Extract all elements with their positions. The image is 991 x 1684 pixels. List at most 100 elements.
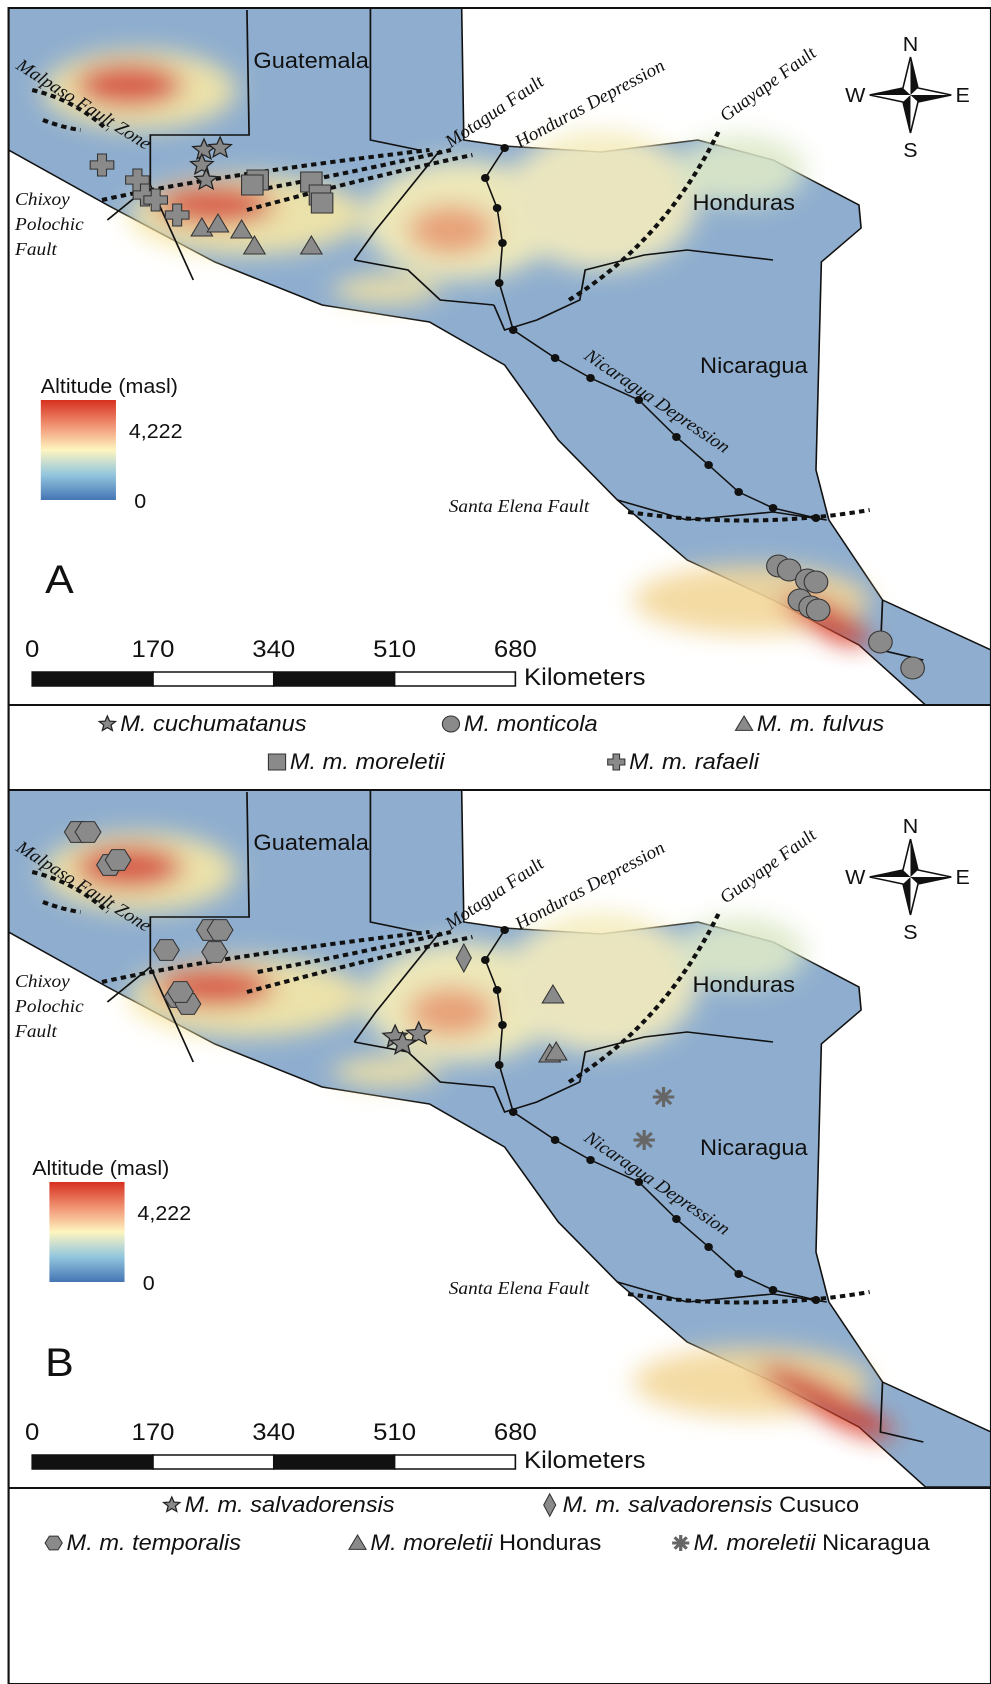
scale-segment <box>274 672 395 686</box>
scale-segment <box>32 1455 153 1469</box>
marker-circle <box>869 631 893 653</box>
altitude-min: 0 <box>134 491 146 513</box>
fault-label: Polochic <box>14 215 84 235</box>
altitude-ramp <box>49 1182 124 1282</box>
terrain-blob <box>505 912 698 1052</box>
scale-segment <box>274 1455 395 1469</box>
legend-species: M. moreletii <box>370 1530 493 1555</box>
depression-dot <box>734 1270 743 1278</box>
depression-dot <box>509 1108 518 1116</box>
fault-label: Santa Elena Fault <box>449 1279 590 1299</box>
marker-circle <box>806 599 830 621</box>
marker-square <box>268 754 285 770</box>
scale-label: 510 <box>373 636 416 663</box>
depression-dot <box>495 1061 504 1069</box>
panel-letter: A <box>45 556 74 601</box>
legend-entry: M. m. rafaeli <box>629 749 760 774</box>
scale-label: 0 <box>25 636 39 663</box>
compass-w: W <box>845 85 866 107</box>
depression-dot <box>500 144 509 152</box>
fault-label: Polochic <box>14 997 84 1017</box>
legend-suffix: Honduras <box>499 1530 601 1555</box>
country-label: Guatemala <box>253 48 369 73</box>
depression-dot <box>586 374 595 382</box>
marker-circle <box>901 657 925 679</box>
altitude-title: Altitude (masl) <box>41 376 178 398</box>
marker-hexagon <box>45 1536 62 1550</box>
panel-letter: B <box>45 1339 74 1384</box>
legend-entry: M. m. temporalis <box>67 1530 241 1555</box>
fault-label: Fault <box>14 1022 58 1042</box>
marker-circle <box>804 571 828 593</box>
depression-dot <box>509 326 518 334</box>
compass-n: N <box>903 816 919 838</box>
figure: GuatemalaHondurasNicaraguaMalpaso Fault … <box>0 0 991 1684</box>
altitude-max: 4,222 <box>137 1203 191 1225</box>
scale-unit: Kilometers <box>524 664 646 691</box>
terrain-blob <box>408 205 494 255</box>
scale-label: 170 <box>132 1419 175 1446</box>
depression-dot <box>812 1296 821 1304</box>
compass-e: E <box>956 85 970 107</box>
legend-frame <box>9 1488 991 1684</box>
scale-segment <box>395 1455 516 1469</box>
scale-label: 680 <box>494 1419 537 1446</box>
depression-dot <box>704 1243 713 1251</box>
depression-dot <box>769 504 778 512</box>
altitude-title: Altitude (masl) <box>32 1158 169 1180</box>
depression-dot <box>672 433 681 441</box>
legend-suffix: Cusuco <box>779 1492 859 1517</box>
compass-e: E <box>956 867 970 889</box>
scale-label: 680 <box>494 636 537 663</box>
depression-dot <box>734 488 743 496</box>
depression-dot <box>812 514 821 522</box>
scale-label: 510 <box>373 1419 416 1446</box>
legend-species: M. m. rafaeli <box>629 749 760 774</box>
legend-species: M. m. moreletii <box>290 749 446 774</box>
country-label: Honduras <box>693 972 795 997</box>
altitude-max: 4,222 <box>129 421 183 443</box>
scale-label: 340 <box>252 636 295 663</box>
country-label: Honduras <box>693 190 795 215</box>
legend-entry: M. monticola <box>464 711 598 736</box>
legend-suffix: Nicaragua <box>822 1530 930 1555</box>
depression-dot <box>498 1021 507 1029</box>
scale-unit: Kilometers <box>524 1447 646 1474</box>
legend-entry: M. moreletii Nicaragua <box>694 1530 930 1555</box>
legend-species: M. m. temporalis <box>67 1530 241 1555</box>
compass-s: S <box>903 922 917 944</box>
legend-entry: M. m. moreletii <box>290 749 446 774</box>
depression-dot <box>551 354 560 362</box>
scale-segment <box>32 672 153 686</box>
fault-label: Santa Elena Fault <box>449 497 590 517</box>
legend-entry: M. m. fulvus <box>757 711 884 736</box>
marker-square <box>311 193 332 213</box>
scale-label: 0 <box>25 1419 39 1446</box>
depression-dot <box>500 926 509 934</box>
scale-segment <box>153 1455 274 1469</box>
legend-species: M. moreletii <box>694 1530 817 1555</box>
terrain-blob <box>505 130 698 270</box>
depression-dot <box>493 986 502 994</box>
scale-label: 170 <box>132 636 175 663</box>
fault-label: Chixoy <box>15 190 70 210</box>
depression-dot <box>498 239 507 247</box>
legend-species: M. monticola <box>464 711 598 736</box>
map-panel: GuatemalaHondurasNicaraguaMalpaso Fault … <box>0 0 991 790</box>
altitude-min: 0 <box>143 1273 155 1295</box>
legend-species: M. m. fulvus <box>757 711 884 736</box>
depression-dot <box>704 461 713 469</box>
marker-square <box>242 175 263 195</box>
depression-dot <box>481 174 490 182</box>
altitude-ramp <box>41 400 116 500</box>
depression-dot <box>672 1215 681 1223</box>
legend-species: M. cuchumatanus <box>120 711 306 736</box>
compass-w: W <box>845 867 866 889</box>
fault-label: Fault <box>14 240 58 260</box>
depression-dot <box>493 204 502 212</box>
country-label: Guatemala <box>253 830 369 855</box>
fault-label: Chixoy <box>15 972 70 992</box>
depression-dot <box>769 1286 778 1294</box>
depression-dot <box>495 279 504 287</box>
